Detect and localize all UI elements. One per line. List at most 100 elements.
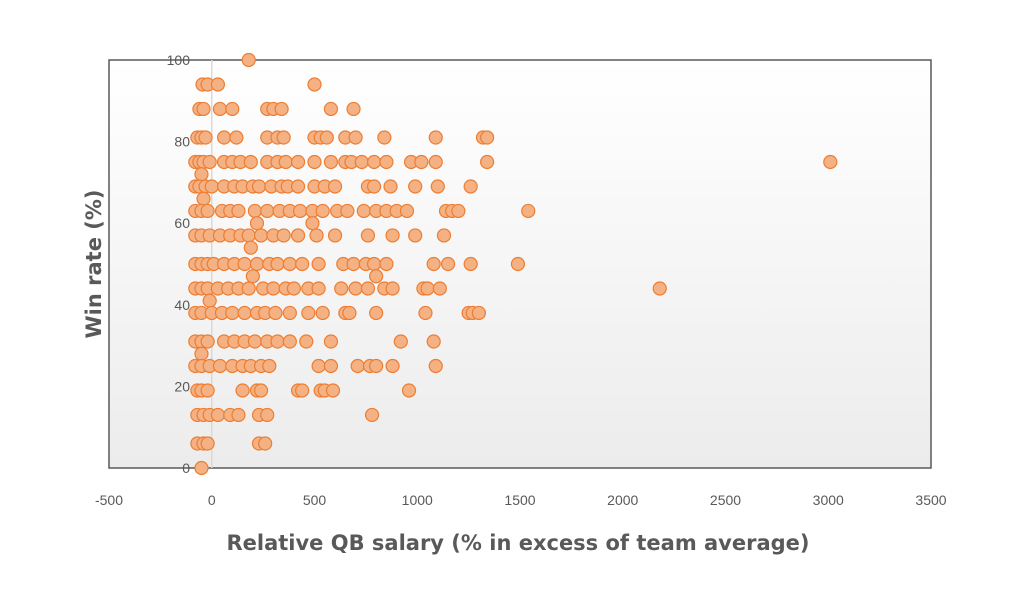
data-point <box>325 383 341 398</box>
x-tick-label: 1000 <box>402 492 433 508</box>
data-point <box>299 334 314 349</box>
data-point <box>231 203 246 219</box>
data-point <box>196 191 211 206</box>
data-point <box>383 179 398 194</box>
data-point <box>200 334 215 349</box>
data-point <box>260 203 275 219</box>
data-point <box>430 179 445 194</box>
data-point <box>282 305 297 321</box>
data-point <box>428 358 443 374</box>
data-point <box>315 305 330 321</box>
data-point <box>323 101 339 117</box>
y-tick-label: 40 <box>174 297 190 313</box>
x-tick-label: 2500 <box>710 492 741 508</box>
data-point <box>309 228 324 243</box>
x-tick-label: -500 <box>95 492 123 508</box>
data-point <box>245 269 260 284</box>
data-point <box>274 101 289 117</box>
data-point <box>463 179 478 194</box>
data-point <box>249 256 265 272</box>
data-point <box>408 179 423 194</box>
data-point <box>258 436 273 451</box>
data-point <box>253 383 269 398</box>
data-point <box>210 77 226 92</box>
data-point <box>282 256 297 272</box>
data-point <box>235 383 250 398</box>
data-point <box>327 228 343 243</box>
data-point <box>451 203 466 219</box>
data-point <box>212 358 228 374</box>
data-point <box>194 460 209 476</box>
data-point <box>270 334 285 349</box>
data-point <box>521 203 536 219</box>
data-point <box>247 334 263 349</box>
data-point <box>399 203 415 219</box>
data-point <box>200 203 215 219</box>
data-point <box>426 334 441 349</box>
data-point <box>229 130 244 145</box>
x-axis-tick-labels: -500 0 500 1000 1500 2000 2500 3000 3500 <box>95 492 947 508</box>
data-point <box>210 407 226 423</box>
data-point <box>202 293 217 308</box>
data-point <box>225 305 240 321</box>
data-point <box>354 154 369 170</box>
data-point <box>307 77 322 92</box>
data-point <box>260 407 275 423</box>
data-point <box>243 154 258 170</box>
data-point <box>216 130 232 145</box>
data-point <box>346 101 361 117</box>
data-point <box>432 281 447 296</box>
y-tick-label: 100 <box>167 52 191 68</box>
data-point <box>196 101 211 117</box>
x-tick-label: 500 <box>303 492 327 508</box>
data-point <box>241 52 256 68</box>
data-point <box>426 256 441 272</box>
data-point <box>315 203 330 219</box>
data-point <box>418 305 433 321</box>
data-point <box>323 334 339 349</box>
data-point <box>360 228 376 243</box>
data-point <box>377 130 392 145</box>
data-point <box>290 154 306 170</box>
data-point <box>253 228 269 243</box>
data-point <box>268 305 283 321</box>
data-point <box>401 383 417 398</box>
data-point <box>480 154 495 170</box>
data-point <box>295 383 310 398</box>
data-point <box>393 334 408 349</box>
data-point <box>231 407 246 423</box>
data-point <box>204 179 219 194</box>
data-point <box>346 256 361 272</box>
data-point <box>194 167 209 182</box>
x-tick-label: 3000 <box>813 492 844 508</box>
data-point <box>350 358 365 374</box>
data-point <box>311 281 326 296</box>
data-point <box>366 256 382 272</box>
data-point <box>369 358 384 374</box>
data-point <box>323 154 339 170</box>
data-point <box>290 179 306 194</box>
data-point <box>420 281 435 296</box>
data-point <box>290 228 306 243</box>
data-point <box>237 305 252 321</box>
data-point <box>360 281 376 296</box>
data-point <box>356 203 371 219</box>
data-point <box>323 358 339 374</box>
y-axis-tick-labels: 0 20 40 60 80 100 <box>167 52 191 476</box>
data-point <box>369 269 384 284</box>
data-point <box>198 130 213 145</box>
data-point <box>348 281 363 296</box>
data-point <box>436 228 452 243</box>
data-point <box>428 154 443 170</box>
data-point <box>379 154 394 170</box>
data-point <box>276 130 291 145</box>
data-point <box>340 203 355 219</box>
x-tick-label: 1500 <box>504 492 535 508</box>
data-point <box>440 256 456 272</box>
y-tick-label: 20 <box>174 378 190 394</box>
data-point <box>243 240 258 255</box>
data-point <box>823 154 838 170</box>
data-point <box>319 130 334 145</box>
data-point <box>305 216 320 231</box>
